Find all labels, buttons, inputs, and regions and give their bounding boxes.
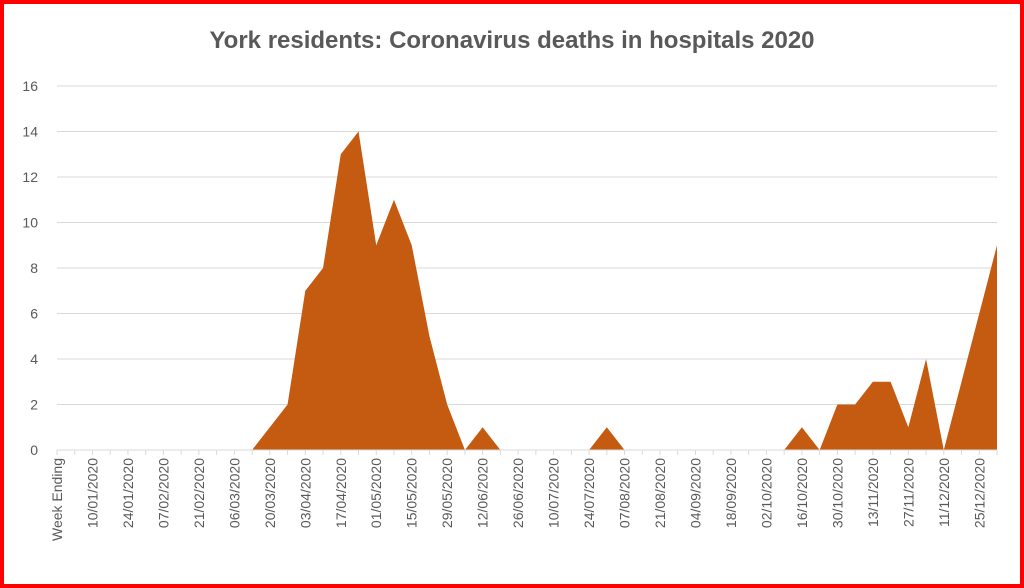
x-tick-label: 16/10/2020 [794,458,810,528]
y-tick-label: 0 [30,442,38,458]
x-tick-label: 29/05/2020 [439,458,455,528]
x-tick-label: 01/05/2020 [368,458,384,528]
x-tick-label: 18/09/2020 [723,458,739,528]
x-tick-label: 15/05/2020 [404,458,420,528]
y-tick-label: 6 [30,306,38,322]
area [57,131,997,450]
x-tick-label: 24/07/2020 [581,458,597,528]
y-tick-label: 2 [30,397,38,413]
x-tick-label: 26/06/2020 [510,458,526,528]
x-tick-label: 10/01/2020 [84,458,100,528]
x-tick-label: 20/03/2020 [262,458,278,528]
y-tick-label: 10 [22,215,38,231]
x-tick-label: 21/08/2020 [652,458,668,528]
x-tick-label: 11/12/2020 [936,458,952,527]
x-tick-label: 12/06/2020 [475,458,491,528]
x-tick-label: 17/04/2020 [333,458,349,528]
y-tick-label: 14 [22,124,38,140]
x-tick-label: Week Ending [49,458,65,541]
x-tick-label: 27/11/2020 [900,458,916,527]
x-tick-label: 04/09/2020 [687,458,703,528]
x-tick-label: 25/12/2020 [971,458,987,528]
x-tick-label: 24/01/2020 [120,458,136,528]
y-tick-label: 12 [22,169,38,185]
x-tick-label: 06/03/2020 [226,458,242,528]
y-tick-label: 16 [22,78,38,94]
y-tick-label: 8 [30,260,38,276]
y-tick-label: 4 [30,351,38,367]
x-tick-label: 07/08/2020 [617,458,633,528]
x-tick-label: 10/07/2020 [546,458,562,528]
x-tick-label: 02/10/2020 [758,458,774,528]
x-tick-label: 30/10/2020 [829,458,845,528]
chart-title: York residents: Coronavirus deaths in ho… [209,27,814,54]
x-tick-label: 13/11/2020 [865,458,881,527]
x-tick-label: 21/02/2020 [191,458,207,528]
x-tick-label: 07/02/2020 [155,458,171,528]
x-tick-label: 03/04/2020 [297,458,313,528]
